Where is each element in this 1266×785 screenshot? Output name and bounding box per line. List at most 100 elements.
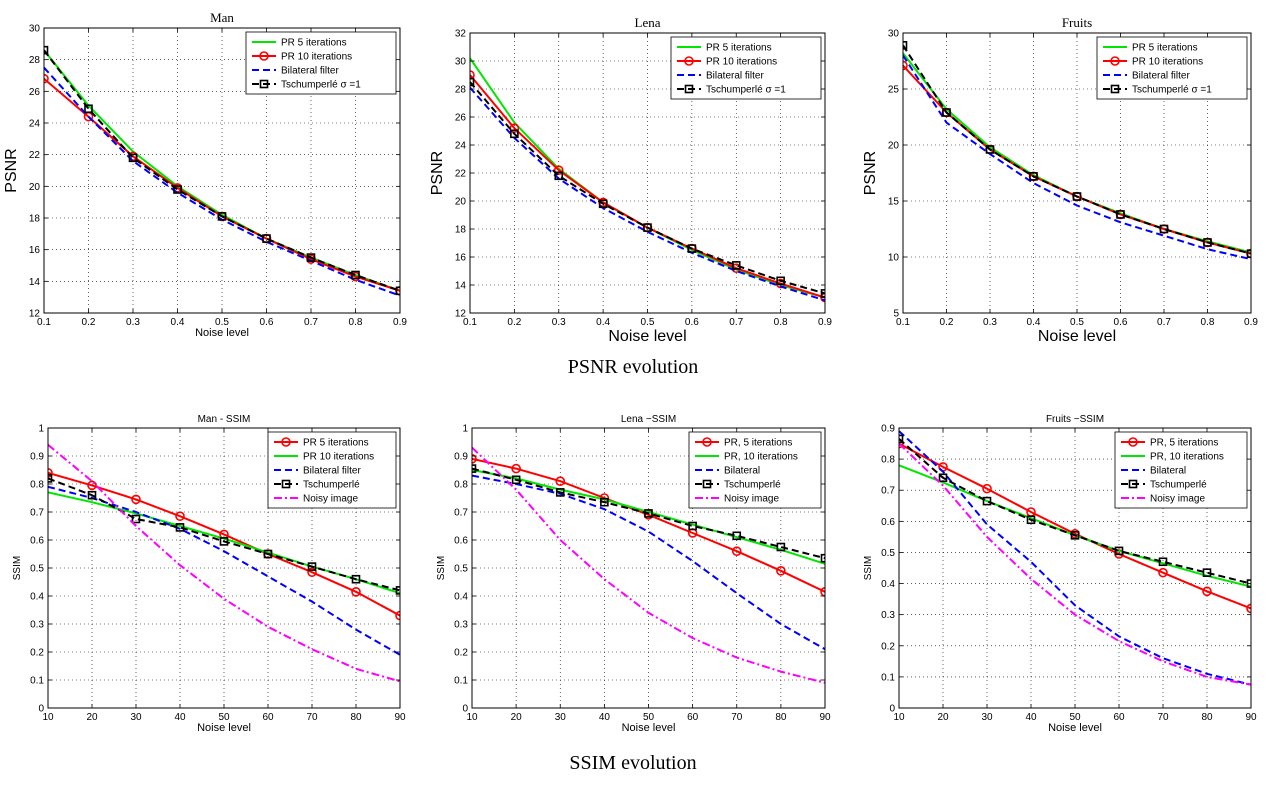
y-tick-label: 0.7 (454, 508, 468, 519)
data-point (87, 490, 97, 500)
data-point (903, 41, 908, 50)
y-tick-label: 16 (455, 253, 467, 264)
x-tick-label: 70 (731, 712, 743, 723)
legend-label: PR, 5 iterations (1150, 438, 1218, 449)
x-axis-label: Noise level (1038, 328, 1116, 345)
series-line-2 (470, 74, 825, 299)
data-point (263, 549, 273, 559)
data-point (776, 565, 786, 576)
data-point (1202, 586, 1212, 597)
y-tick-label: 0.2 (30, 648, 44, 659)
x-tick-label: 0.5 (1070, 317, 1084, 328)
series-group (903, 41, 1251, 261)
y-tick-label: 30 (888, 29, 900, 40)
series-group (44, 45, 400, 297)
y-tick-label: 0.1 (881, 672, 895, 683)
x-tick-label: 0.4 (1027, 317, 1041, 328)
x-tick-label: 0.3 (126, 317, 140, 328)
data-point (776, 542, 786, 552)
legend-label: Bilateral (1150, 466, 1186, 477)
x-tick-label: 0.7 (304, 317, 318, 328)
x-tick-label: 70 (306, 712, 318, 723)
series-group (470, 57, 825, 303)
data-point (511, 475, 521, 485)
y-tick-label: 0.3 (30, 620, 44, 631)
series-line-4 (470, 81, 825, 295)
y-tick-label: 0.4 (881, 579, 895, 590)
data-point (899, 434, 904, 444)
x-tick-label: 20 (86, 712, 98, 723)
x-tick-label: 0.2 (82, 317, 96, 328)
legend-label: Tschumperlé σ =1 (281, 80, 361, 91)
data-point (472, 464, 477, 473)
legend-label: PR 10 iterations (1132, 57, 1203, 68)
data-point (470, 70, 475, 80)
data-point (351, 586, 361, 597)
data-point (903, 60, 908, 71)
x-tick-label: 0.6 (685, 317, 699, 328)
data-point (1158, 557, 1168, 567)
series-line-4 (899, 438, 1251, 585)
y-axis-label: SSIM (436, 556, 447, 580)
data-point (84, 104, 93, 114)
x-tick-label: 0.3 (983, 317, 997, 328)
data-point (938, 473, 948, 483)
legend-label: Bilateral (724, 466, 760, 477)
legend-label: Bilateral filter (1132, 71, 1190, 82)
data-point (472, 454, 477, 464)
y-tick-label: 0.9 (881, 424, 895, 435)
y-tick-label: 25 (888, 85, 900, 96)
legend-label: Noisy image (303, 494, 358, 505)
series-line-1 (48, 471, 400, 617)
x-tick-label: 80 (350, 712, 362, 723)
data-point (600, 497, 609, 507)
x-tick-label: 0.9 (818, 317, 832, 328)
x-tick-label: 60 (262, 712, 274, 723)
x-tick-label: 0.6 (1114, 317, 1128, 328)
x-tick-label: 30 (555, 712, 567, 723)
x-tick-label: 50 (1069, 712, 1081, 723)
series-line-3 (903, 54, 1251, 261)
x-tick-label: 0.9 (1244, 317, 1258, 328)
y-tick-label: 0.8 (30, 480, 44, 491)
data-point (598, 199, 608, 209)
y-tick-label: 10 (888, 253, 900, 264)
y-tick-label: 0.6 (881, 517, 895, 528)
y-axis-label: SSIM (863, 556, 874, 580)
chart-title: Lena −SSIM (621, 414, 676, 425)
x-tick-label: 0.7 (729, 317, 743, 328)
x-tick-label: 0.2 (507, 317, 521, 328)
x-axis-label: Noise level (195, 327, 249, 339)
legend-label: Bilateral filter (303, 466, 361, 477)
legend-label: PR 5 iterations (706, 43, 772, 54)
data-point (1026, 515, 1036, 525)
y-tick-label: 20 (29, 182, 41, 193)
y-tick-label: 0.2 (454, 648, 468, 659)
legend-marker (281, 479, 291, 489)
legend: PR 5 iterations PR 10 iterations Bilateral… (670, 36, 822, 100)
y-tick-label: 0.7 (30, 508, 44, 519)
data-point (1114, 546, 1124, 556)
y-tick-label: 0.8 (881, 455, 895, 466)
legend-marker (1110, 84, 1120, 94)
y-tick-label: 20 (888, 141, 900, 152)
series-line-1 (899, 442, 1251, 610)
x-tick-label: 90 (1245, 712, 1257, 723)
data-point (175, 523, 185, 532)
data-point (820, 587, 825, 597)
x-tick-label: 60 (1113, 712, 1125, 723)
data-point (395, 286, 400, 296)
data-point (942, 108, 951, 117)
x-tick-label: 10 (466, 712, 478, 723)
chart-panel-2: 0.1 0.2 0.3 0.4 0.5 0.6 0.7 0.8 0.9 12 14 16 18 20 22 2… (429, 15, 832, 345)
data-point (732, 531, 742, 541)
y-tick-label: 28 (29, 55, 41, 66)
legend-label: Tschumperlé σ =1 (706, 85, 786, 96)
data-point (687, 244, 697, 253)
y-tick-label: 16 (29, 245, 41, 256)
y-tick-label: 1 (462, 424, 468, 435)
data-point (173, 185, 182, 194)
x-tick-label: 0.5 (215, 317, 229, 328)
